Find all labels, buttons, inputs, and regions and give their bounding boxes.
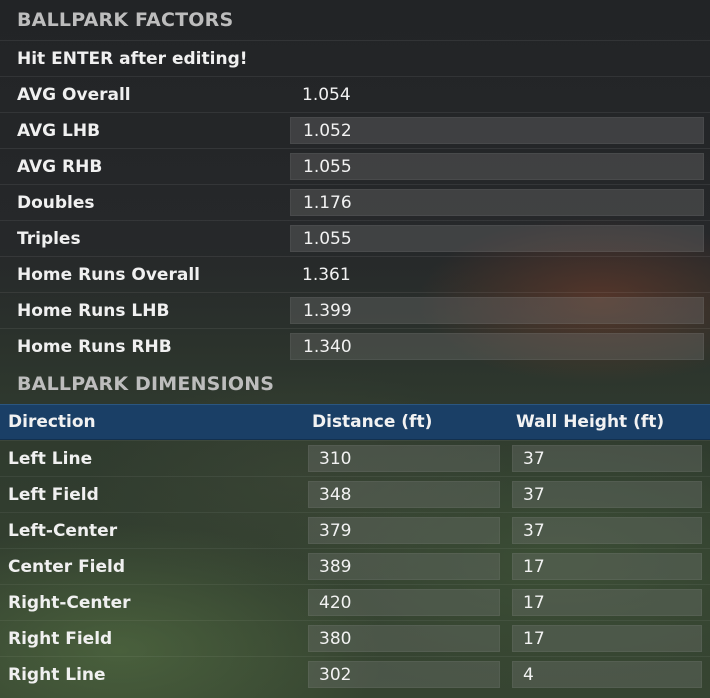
ballpark-factors-title: BALLPARK FACTORS [17, 9, 234, 31]
dimensions-table-header: Direction Distance (ft) Wall Height (ft) [0, 404, 710, 440]
factor-value: 1.361 [302, 264, 351, 285]
column-header-direction: Direction [8, 412, 96, 432]
table-row: Right Line 302 4 [0, 656, 710, 692]
factor-input-avg-rhb[interactable]: 1.055 [290, 153, 704, 180]
direction-label: Center Field [8, 556, 126, 577]
distance-input-left-field[interactable]: 348 [308, 481, 500, 508]
table-row: Center Field 389 17 [0, 548, 710, 584]
distance-input-right-field[interactable]: 380 [308, 625, 500, 652]
factor-input-triples[interactable]: 1.055 [290, 225, 704, 252]
column-header-wall-height: Wall Height (ft) [516, 412, 665, 432]
distance-input-left-line[interactable]: 310 [308, 445, 500, 472]
distance-input-center-field[interactable]: 389 [308, 553, 500, 580]
factor-label: Triples [17, 228, 81, 249]
distance-input-right-center[interactable]: 420 [308, 589, 500, 616]
direction-label: Left Line [8, 448, 93, 469]
factor-label: AVG LHB [17, 120, 101, 141]
ballpark-dimensions-title: BALLPARK DIMENSIONS [17, 373, 275, 395]
wall-height-input-right-center[interactable]: 17 [512, 589, 702, 616]
factor-label: Home Runs LHB [17, 300, 170, 321]
wall-height-input-left-field[interactable]: 37 [512, 481, 702, 508]
table-row: Left Line 310 37 [0, 440, 710, 476]
factor-row-hr-overall: Home Runs Overall 1.361 [0, 256, 710, 292]
factor-input-hr-lhb[interactable]: 1.399 [290, 297, 704, 324]
factor-input-avg-lhb[interactable]: 1.052 [290, 117, 704, 144]
table-row: Right Field 380 17 [0, 620, 710, 656]
edit-note: Hit ENTER after editing! [17, 48, 248, 69]
table-row: Left Field 348 37 [0, 476, 710, 512]
direction-label: Left-Center [8, 520, 118, 541]
wall-height-input-left-line[interactable]: 37 [512, 445, 702, 472]
ballpark-factors-section: BALLPARK FACTORS Hit ENTER after editing… [0, 9, 710, 364]
factor-label: Doubles [17, 192, 95, 213]
factor-row-doubles: Doubles 1.176 [0, 184, 710, 220]
factor-label: Home Runs Overall [17, 264, 200, 285]
factor-label: AVG Overall [17, 84, 131, 105]
factor-row-avg-overall: AVG Overall 1.054 [0, 76, 710, 112]
factor-row-avg-rhb: AVG RHB 1.055 [0, 148, 710, 184]
factor-row-avg-lhb: AVG LHB 1.052 [0, 112, 710, 148]
edit-note-row: Hit ENTER after editing! [0, 40, 710, 76]
factor-input-doubles[interactable]: 1.176 [290, 189, 704, 216]
factor-row-triples: Triples 1.055 [0, 220, 710, 256]
ballpark-dimensions-section: BALLPARK DIMENSIONS Direction Distance (… [0, 364, 710, 692]
factor-input-hr-rhb[interactable]: 1.340 [290, 333, 704, 360]
wall-height-input-right-field[interactable]: 17 [512, 625, 702, 652]
table-row: Left-Center 379 37 [0, 512, 710, 548]
direction-label: Left Field [8, 484, 99, 505]
factor-row-hr-lhb: Home Runs LHB 1.399 [0, 292, 710, 328]
distance-input-left-center[interactable]: 379 [308, 517, 500, 544]
direction-label: Right-Center [8, 592, 131, 613]
direction-label: Right Field [8, 628, 113, 649]
factor-label: AVG RHB [17, 156, 103, 177]
wall-height-input-center-field[interactable]: 17 [512, 553, 702, 580]
distance-input-right-line[interactable]: 302 [308, 661, 500, 688]
factor-row-hr-rhb: Home Runs RHB 1.340 [0, 328, 710, 364]
factor-label: Home Runs RHB [17, 336, 172, 357]
table-row: Right-Center 420 17 [0, 584, 710, 620]
direction-label: Right Line [8, 664, 106, 685]
wall-height-input-left-center[interactable]: 37 [512, 517, 702, 544]
factor-value: 1.054 [302, 84, 351, 105]
column-header-distance: Distance (ft) [312, 412, 433, 432]
wall-height-input-right-line[interactable]: 4 [512, 661, 702, 688]
